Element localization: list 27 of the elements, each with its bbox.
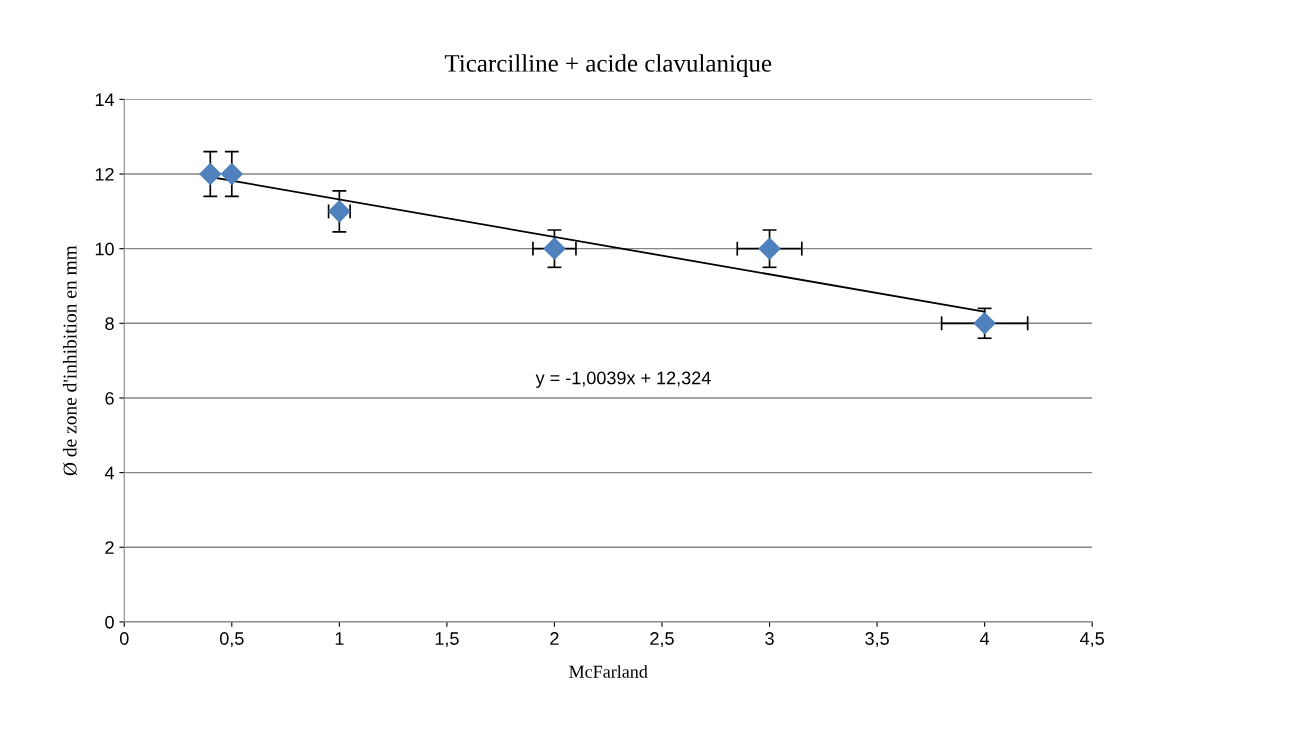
point bbox=[220, 163, 243, 186]
y-tick-label: 14 bbox=[95, 93, 115, 106]
y-axis-title: Ø de zone d'inhibition en mm bbox=[62, 245, 77, 476]
point bbox=[199, 163, 222, 186]
x-tick-label: 2 bbox=[550, 632, 559, 645]
x-tick-label: 4,5 bbox=[1080, 632, 1104, 648]
chart-title: Ticarcilline + acide clavulanique bbox=[444, 54, 772, 77]
x-tick-label: 0,5 bbox=[219, 632, 244, 648]
y-tick-label: 4 bbox=[104, 466, 115, 480]
annotation: y = -1,0039x + 12,324 bbox=[535, 371, 711, 388]
y-tick-label: 6 bbox=[105, 391, 114, 405]
x-axis-title: McFarland bbox=[569, 665, 648, 678]
x-tick-label: 0 bbox=[119, 632, 129, 645]
y-tick-label: 2 bbox=[105, 541, 114, 554]
y-tick-label: 10 bbox=[95, 242, 114, 256]
x-tick-label: 3 bbox=[765, 632, 774, 645]
y-tick-label: 8 bbox=[105, 317, 114, 331]
point bbox=[543, 237, 566, 260]
x-tick-label: 4 bbox=[980, 632, 990, 645]
point bbox=[973, 312, 996, 335]
x-tick-label: 2,5 bbox=[650, 632, 674, 648]
y-tick-label: 0 bbox=[105, 615, 114, 629]
x-tick-label: 1,5 bbox=[435, 632, 459, 648]
x-tick-label: 1 bbox=[335, 632, 344, 645]
point bbox=[758, 237, 781, 260]
x-tick-label: 3,5 bbox=[865, 632, 889, 648]
y-tick-label: 12 bbox=[95, 167, 114, 181]
